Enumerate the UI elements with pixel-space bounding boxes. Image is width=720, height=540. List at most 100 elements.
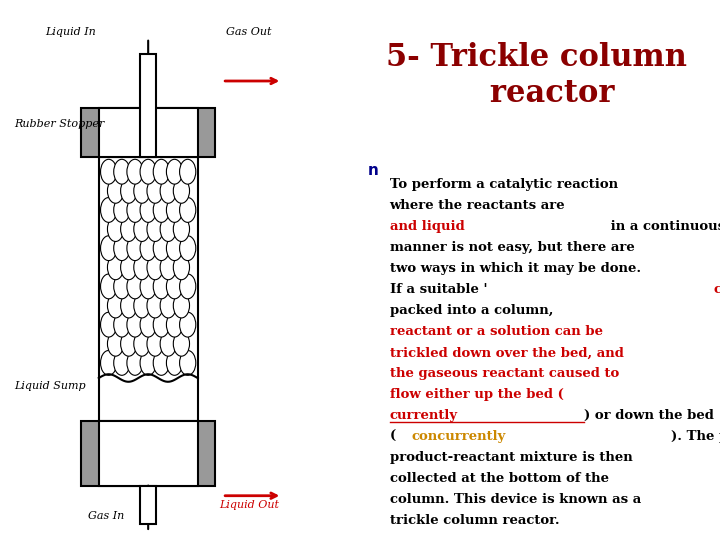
Circle shape (140, 198, 156, 222)
Circle shape (114, 350, 130, 375)
Text: currently: currently (390, 409, 458, 422)
Text: ). The product, or: ). The product, or (671, 430, 720, 443)
Text: collected at the bottom of the: collected at the bottom of the (390, 472, 608, 485)
Circle shape (107, 332, 124, 356)
Circle shape (114, 198, 130, 222)
Circle shape (121, 178, 137, 203)
Circle shape (153, 312, 169, 337)
Circle shape (121, 293, 137, 318)
Circle shape (101, 350, 117, 375)
Circle shape (127, 350, 143, 375)
Text: the gaseous reactant caused to: the gaseous reactant caused to (390, 367, 618, 380)
Circle shape (121, 255, 137, 280)
Circle shape (160, 217, 176, 241)
Text: packed into a column,: packed into a column, (390, 305, 557, 318)
Text: To perform a catalytic reaction: To perform a catalytic reaction (390, 178, 618, 191)
Text: n: n (367, 163, 379, 178)
Text: column. This device is known as a: column. This device is known as a (390, 494, 641, 507)
Circle shape (147, 293, 163, 318)
Circle shape (134, 178, 150, 203)
Circle shape (153, 236, 169, 261)
Text: where the reactants are: where the reactants are (390, 199, 570, 212)
Circle shape (127, 236, 143, 261)
Bar (140, 486, 156, 524)
Circle shape (114, 159, 130, 184)
Text: flow either up the bed (: flow either up the bed ( (390, 388, 563, 401)
Circle shape (127, 198, 143, 222)
Text: product-reactant mixture is then: product-reactant mixture is then (390, 451, 632, 464)
Circle shape (174, 332, 189, 356)
Text: ) or down the bed: ) or down the bed (584, 409, 714, 422)
Circle shape (147, 217, 163, 241)
Circle shape (134, 293, 150, 318)
Circle shape (101, 159, 117, 184)
Circle shape (179, 312, 196, 337)
Text: reactant or a solution can be: reactant or a solution can be (390, 326, 603, 339)
Circle shape (140, 159, 156, 184)
Circle shape (174, 255, 189, 280)
Circle shape (101, 274, 117, 299)
Text: manner is not easy, but there are: manner is not easy, but there are (390, 241, 634, 254)
Bar (99, 108, 197, 157)
Text: Rubber Stopper: Rubber Stopper (14, 119, 104, 129)
Circle shape (153, 198, 169, 222)
Circle shape (174, 178, 189, 203)
Circle shape (147, 332, 163, 356)
Text: and liquid: and liquid (390, 220, 464, 233)
Circle shape (153, 350, 169, 375)
Circle shape (134, 255, 150, 280)
Circle shape (140, 312, 156, 337)
Text: Liquid Out: Liquid Out (219, 500, 279, 510)
Circle shape (101, 312, 117, 337)
Circle shape (134, 217, 150, 241)
Bar (81, 421, 215, 486)
Text: trickled down over the bed, and: trickled down over the bed, and (390, 346, 624, 360)
Circle shape (179, 159, 196, 184)
Circle shape (101, 198, 117, 222)
Text: trickle column reactor.: trickle column reactor. (390, 514, 559, 528)
Circle shape (166, 159, 183, 184)
Circle shape (160, 293, 176, 318)
Text: If a suitable ': If a suitable ' (390, 284, 487, 296)
Bar (99, 421, 197, 486)
Text: Gas Out: Gas Out (226, 28, 271, 37)
Circle shape (174, 217, 189, 241)
Circle shape (160, 255, 176, 280)
Circle shape (107, 178, 124, 203)
Circle shape (114, 312, 130, 337)
Text: 5- Trickle column
   reactor: 5- Trickle column reactor (386, 42, 687, 109)
Circle shape (179, 274, 196, 299)
Text: in a continuous: in a continuous (606, 220, 720, 233)
Bar (140, 54, 156, 157)
Circle shape (174, 293, 189, 318)
Circle shape (121, 217, 137, 241)
Text: Liquid In: Liquid In (45, 28, 96, 37)
Text: two ways in which it may be done.: two ways in which it may be done. (390, 262, 641, 275)
Circle shape (179, 198, 196, 222)
Circle shape (147, 178, 163, 203)
Circle shape (140, 274, 156, 299)
Circle shape (166, 350, 183, 375)
Text: concurrently: concurrently (411, 430, 505, 443)
Text: coarse: coarse (714, 284, 720, 296)
Circle shape (101, 236, 117, 261)
Circle shape (166, 312, 183, 337)
Circle shape (140, 350, 156, 375)
Text: (: ( (390, 430, 396, 443)
Text: Gas In: Gas In (88, 511, 124, 521)
Circle shape (121, 332, 137, 356)
Circle shape (179, 350, 196, 375)
Circle shape (166, 274, 183, 299)
Circle shape (153, 159, 169, 184)
Circle shape (160, 332, 176, 356)
Circle shape (114, 236, 130, 261)
Circle shape (127, 274, 143, 299)
Circle shape (114, 274, 130, 299)
Bar (81, 108, 215, 157)
Circle shape (166, 198, 183, 222)
Circle shape (179, 236, 196, 261)
Circle shape (127, 159, 143, 184)
Circle shape (107, 255, 124, 280)
Text: Liquid Sump: Liquid Sump (14, 381, 86, 391)
Circle shape (134, 332, 150, 356)
